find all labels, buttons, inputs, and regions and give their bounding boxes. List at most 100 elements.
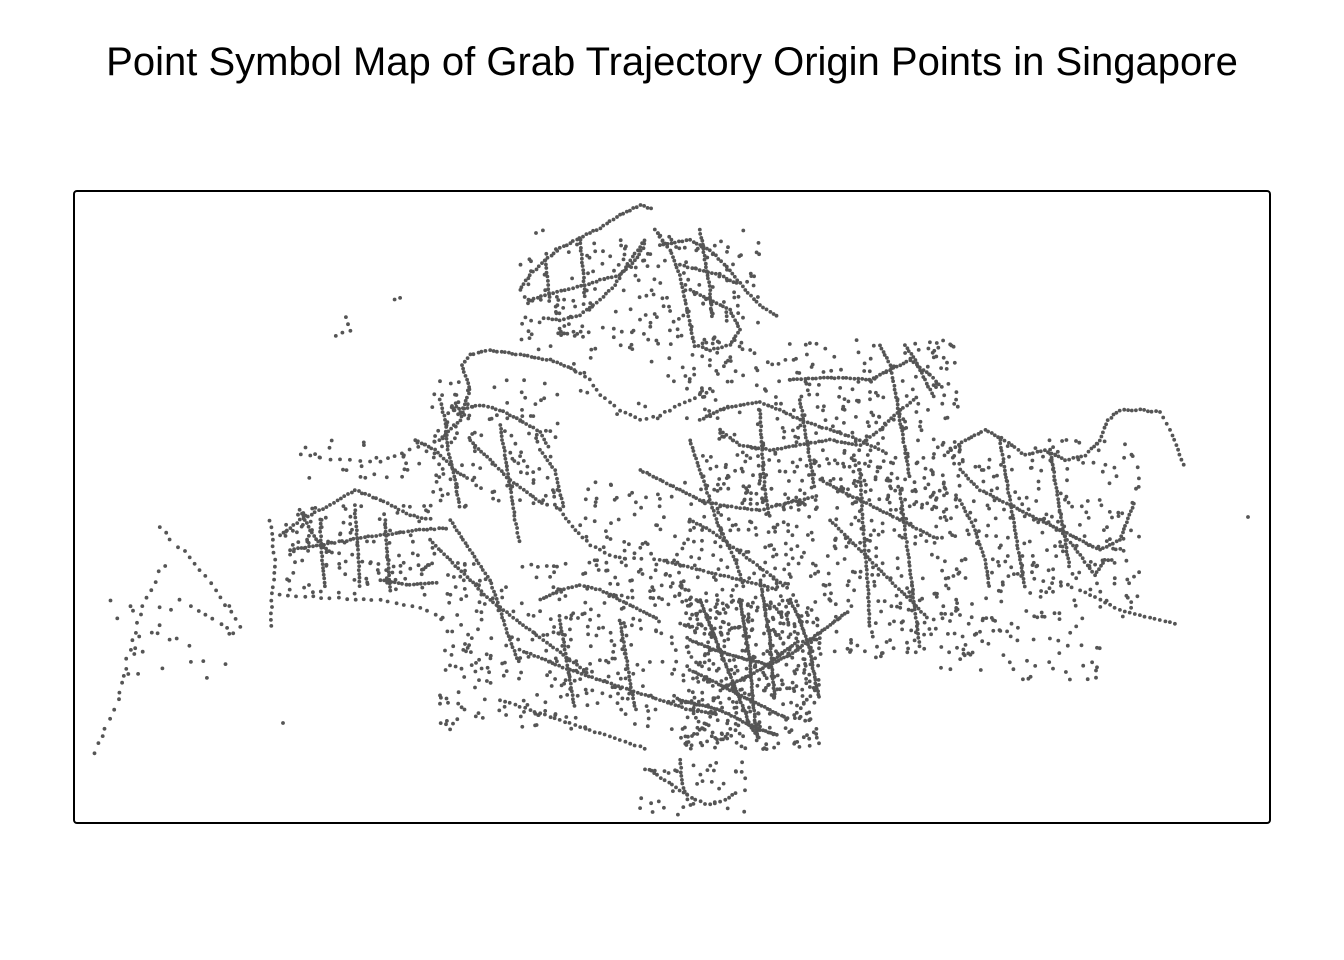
- origin-point: [624, 655, 628, 660]
- origin-point: [658, 243, 662, 247]
- origin-point: [694, 567, 699, 572]
- origin-point: [850, 442, 855, 446]
- origin-point: [617, 276, 622, 281]
- origin-point: [713, 540, 718, 545]
- origin-point: [554, 310, 558, 314]
- origin-point: [471, 352, 476, 357]
- origin-point: [731, 280, 736, 284]
- origin-point: [1062, 524, 1067, 529]
- origin-point: [536, 565, 540, 569]
- origin-point: [646, 716, 651, 721]
- origin-point: [536, 295, 540, 300]
- origin-point: [745, 488, 750, 493]
- origin-point: [761, 596, 766, 600]
- origin-point: [662, 778, 667, 783]
- origin-point: [1093, 562, 1097, 567]
- origin-point: [751, 728, 755, 733]
- origin-point: [442, 413, 447, 418]
- origin-point: [839, 529, 844, 534]
- origin-point: [712, 243, 717, 248]
- origin-point: [799, 394, 804, 399]
- origin-point: [871, 413, 876, 418]
- origin-point: [714, 680, 718, 685]
- origin-point: [759, 435, 764, 440]
- origin-point: [985, 569, 990, 574]
- origin-point: [756, 702, 761, 707]
- origin-point: [736, 294, 741, 299]
- origin-point: [644, 611, 649, 616]
- origin-point: [757, 508, 762, 513]
- origin-point: [833, 546, 838, 551]
- origin-point: [682, 789, 687, 794]
- origin-point: [758, 578, 763, 583]
- origin-point: [543, 272, 548, 277]
- origin-point: [811, 561, 815, 566]
- origin-point: [643, 693, 648, 697]
- origin-point: [975, 541, 979, 546]
- origin-point: [725, 732, 730, 736]
- origin-point: [724, 310, 729, 314]
- origin-point: [295, 521, 300, 525]
- origin-point: [1021, 677, 1025, 682]
- origin-point: [925, 364, 930, 369]
- origin-point: [705, 739, 709, 744]
- origin-point: [667, 780, 672, 785]
- origin-point: [796, 613, 801, 618]
- origin-point: [962, 653, 967, 658]
- origin-point: [695, 626, 699, 631]
- origin-point: [378, 498, 383, 503]
- origin-point: [995, 486, 1000, 491]
- origin-point: [732, 295, 737, 300]
- origin-point: [517, 621, 522, 625]
- origin-point: [735, 565, 740, 570]
- origin-point: [808, 440, 813, 445]
- origin-point: [739, 340, 744, 345]
- origin-point: [1098, 597, 1103, 602]
- origin-point: [1052, 478, 1057, 482]
- origin-point: [807, 514, 812, 519]
- origin-point: [699, 600, 704, 605]
- origin-point: [748, 663, 753, 668]
- origin-point: [724, 318, 729, 323]
- origin-point: [908, 400, 913, 405]
- origin-point: [758, 303, 762, 307]
- origin-point: [685, 797, 690, 802]
- origin-point: [555, 295, 559, 299]
- origin-point: [414, 528, 418, 532]
- origin-point: [502, 704, 507, 709]
- origin-point: [715, 598, 720, 603]
- origin-point: [860, 512, 865, 517]
- origin-point: [1001, 457, 1006, 461]
- origin-point: [568, 681, 573, 686]
- origin-point: [691, 763, 696, 768]
- origin-point: [1081, 461, 1085, 465]
- origin-point: [313, 452, 317, 456]
- origin-point: [775, 522, 780, 527]
- origin-point: [455, 613, 460, 617]
- origin-point: [911, 398, 916, 402]
- origin-point: [917, 644, 922, 649]
- origin-point: [512, 510, 517, 515]
- origin-point: [570, 239, 575, 243]
- origin-point: [635, 662, 640, 667]
- origin-point: [513, 702, 518, 707]
- origin-point: [649, 206, 653, 211]
- origin-point: [994, 534, 998, 538]
- origin-point: [702, 660, 707, 665]
- origin-point: [745, 647, 749, 652]
- origin-point: [816, 632, 820, 636]
- origin-point: [906, 607, 911, 612]
- origin-point: [930, 507, 934, 512]
- origin-point: [841, 461, 845, 466]
- origin-point: [614, 495, 619, 500]
- origin-point: [727, 696, 732, 701]
- origin-point: [1065, 467, 1070, 471]
- origin-point: [556, 331, 561, 336]
- origin-point: [335, 498, 340, 503]
- origin-point: [545, 458, 550, 463]
- origin-point: [919, 610, 923, 614]
- origin-point: [598, 587, 602, 592]
- origin-point: [526, 301, 530, 306]
- origin-point: [720, 345, 724, 350]
- origin-point: [806, 450, 811, 455]
